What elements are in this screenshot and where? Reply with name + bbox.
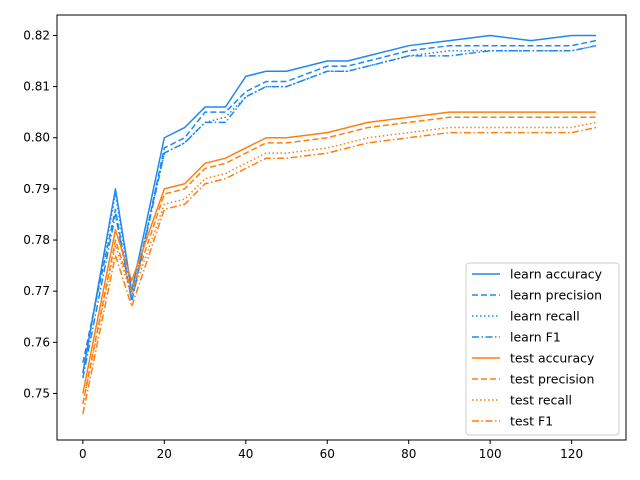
legend-label: learn recall xyxy=(510,309,580,324)
series-line-1 xyxy=(82,34,597,374)
y-tick-label: 0.80 xyxy=(23,131,50,145)
series-line-6 xyxy=(82,116,597,404)
x-tick-label: 120 xyxy=(560,447,583,461)
series-line-2 xyxy=(82,39,597,363)
x-axis: 0 20 40 60 80 100 120 xyxy=(79,440,583,461)
x-tick-label: 0 xyxy=(79,447,87,461)
x-tick-label: 40 xyxy=(238,447,253,461)
plot-frame xyxy=(56,14,627,441)
x-tick-label: 60 xyxy=(320,447,335,461)
y-tick-label: 0.77 xyxy=(23,284,50,298)
y-tick-label: 0.81 xyxy=(23,80,50,94)
y-tick-label: 0.79 xyxy=(23,182,50,196)
x-tick-label: 80 xyxy=(401,447,416,461)
legend-label: learn precision xyxy=(510,288,602,303)
y-tick-label: 0.75 xyxy=(23,386,50,400)
y-tick-label: 0.82 xyxy=(23,28,50,42)
legend-label: learn accuracy xyxy=(510,267,603,282)
x-tick-label: 20 xyxy=(157,447,172,461)
y-tick-label: 0.78 xyxy=(23,233,50,247)
legend-box xyxy=(465,262,620,436)
legend-label: test precision xyxy=(510,372,594,387)
legend: learn accuracy learn precision learn recal… xyxy=(465,262,620,436)
x-tick-label: 100 xyxy=(479,447,502,461)
legend-label: test recall xyxy=(510,393,572,408)
legend-label: learn F1 xyxy=(510,330,561,345)
series-line-5 xyxy=(82,111,597,394)
series-line-7 xyxy=(82,121,597,404)
y-axis: 0.75 0.76 0.77 0.78 0.79 0.80 0.81 0.82 xyxy=(23,28,57,400)
y-tick-label: 0.76 xyxy=(23,335,50,349)
legend-label: test F1 xyxy=(510,414,553,429)
series-line-4 xyxy=(82,44,597,379)
legend-label: test accuracy xyxy=(510,351,595,366)
series-layer xyxy=(82,34,597,415)
